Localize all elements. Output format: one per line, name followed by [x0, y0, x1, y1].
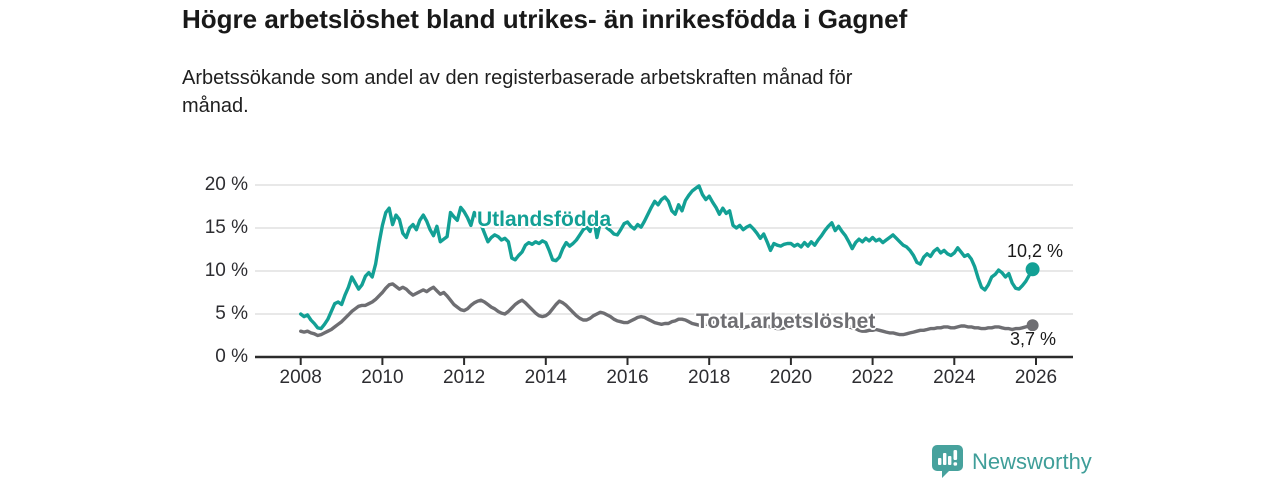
x-axis-tick-label: 2018 [688, 367, 731, 388]
x-axis-tick-label: 2020 [769, 367, 813, 388]
series-line-1 [299, 282, 1035, 338]
y-axis-tick-label: 0 % [215, 346, 248, 367]
x-axis-tick-label: 2024 [933, 367, 976, 388]
newsworthy-logo-icon [932, 445, 963, 478]
x-axis-tick-label: 2014 [524, 367, 567, 388]
chart-subtitle: Arbetssökande som andel av den registerb… [182, 64, 852, 120]
y-axis-tick-label: 5 % [215, 303, 248, 324]
chart-title: Högre arbetslöshet bland utrikes- än inr… [182, 4, 908, 34]
end-value-label-utlandsfodda: 10,2 % [1007, 241, 1064, 261]
x-axis-tick-label: 2016 [606, 367, 649, 388]
x-axis-tick-label: 2008 [279, 367, 322, 388]
chart-subtitle-line2: månad. [182, 95, 249, 117]
series-line-0 [299, 184, 1035, 331]
y-axis-tick-label: 15 % [204, 217, 248, 238]
series-label-total-arbetsloshet: Total arbetslöshet [696, 310, 876, 333]
y-axis-tick-label: 10 % [204, 260, 248, 281]
y-axis-tick-label: 20 % [204, 174, 248, 195]
series-end-dot-1 [1026, 319, 1039, 332]
end-value-label-total: 3,7 % [1010, 329, 1057, 349]
x-axis-tick-label: 2026 [1014, 367, 1058, 388]
series-label-utlandsfodda: Utlandsfödda [477, 208, 612, 231]
brand-name: Newsworthy [972, 448, 1092, 474]
brand-footer: Newsworthy [932, 445, 1092, 478]
x-axis-tick-label: 2012 [442, 367, 486, 388]
x-axis-tick-label: 2022 [851, 367, 894, 388]
chart-subtitle-line1: Arbetssökande som andel av den registerb… [182, 67, 853, 89]
x-axis-tick-label: 2010 [361, 367, 404, 388]
series-end-dot-0 [1025, 262, 1040, 277]
